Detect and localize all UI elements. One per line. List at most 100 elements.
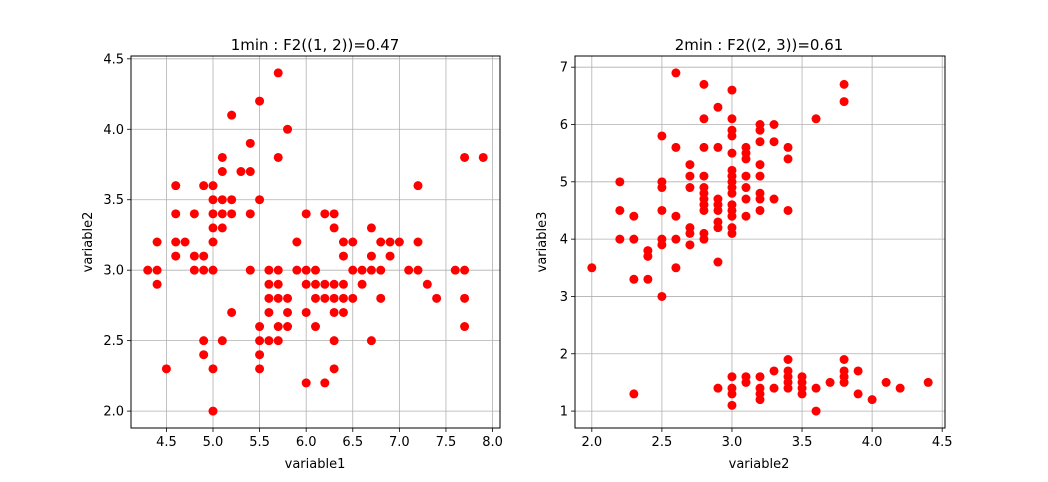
scatter-point (273, 279, 283, 289)
y-tick-label: 3.5 (103, 193, 124, 208)
scatter-point (460, 265, 470, 275)
scatter-point (615, 205, 625, 215)
y-tick-label: 4 (560, 233, 568, 248)
scatter-point (727, 188, 737, 198)
scatter-point (245, 167, 255, 177)
scatter-point (783, 383, 793, 393)
scatter-point (161, 364, 171, 374)
scatter-point (867, 395, 877, 405)
scatter-point (727, 131, 737, 141)
scatter-point (727, 400, 737, 410)
scatter-point (811, 114, 821, 124)
y-tick-label: 2.0 (103, 405, 124, 420)
scatter-point (283, 322, 293, 332)
scatter-point (685, 171, 695, 181)
scatter-point (685, 228, 695, 238)
scatter-point (273, 322, 283, 332)
scatter-point (713, 223, 723, 233)
scatter-point (273, 293, 283, 303)
scatter-point (699, 171, 709, 181)
scatter-point (208, 364, 218, 374)
chart-title: 1min : F2((1, 2))=0.47 (231, 36, 400, 54)
scatter-point (741, 211, 751, 221)
chart-title: 2min : F2((2, 3))=0.61 (675, 36, 844, 54)
scatter-point (366, 251, 376, 261)
axes-frame (574, 55, 946, 429)
scatter-point (727, 211, 737, 221)
scatter-point (811, 406, 821, 416)
scatter-point (143, 265, 153, 275)
scatter-point (741, 377, 751, 387)
x-tick-label: 6.5 (342, 435, 363, 450)
scatter-point (236, 167, 246, 177)
scatter-point (839, 79, 849, 89)
scatter-point (755, 160, 765, 170)
scatter-point (713, 257, 723, 267)
scatter-point (283, 293, 293, 303)
scatter-point (208, 406, 218, 416)
y-tick-label: 7 (560, 61, 568, 76)
scatter-chart-left: 1min : F2((1, 2))=0.47 4.5 5.0 5.5 6.0 6.5 7.… (81, 36, 503, 472)
scatter-point (699, 142, 709, 152)
x-tick-label: 7.0 (389, 435, 410, 450)
y-tick-label: 3 (560, 290, 568, 305)
scatter-point (171, 209, 181, 219)
scatter-point (199, 336, 209, 346)
scatter-point (825, 377, 835, 387)
scatter-point (727, 114, 737, 124)
scatter-point (713, 142, 723, 152)
scatter-point (376, 293, 386, 303)
scatter-point (292, 237, 302, 247)
scatter-point (338, 293, 348, 303)
scatter-point (273, 152, 283, 162)
scatter-point (413, 237, 423, 247)
scatter-point (273, 336, 283, 346)
scatter-point (245, 138, 255, 148)
scatter-chart-right: 2min : F2((2, 3))=0.61 2.0 2.5 3.0 3.5 4.0 4.… (535, 36, 953, 472)
x-tick-label: 3.5 (792, 435, 813, 450)
scatter-point (385, 237, 395, 247)
scatter-point (385, 251, 395, 261)
scatter-point (460, 322, 470, 332)
scatter-point (769, 137, 779, 147)
scatter-point (432, 293, 442, 303)
scatter-point (217, 195, 227, 205)
scatter-point (671, 142, 681, 152)
scatter-point (329, 307, 339, 317)
x-axis-label: variable1 (285, 457, 346, 472)
scatter-point (923, 377, 933, 387)
scatter-point (783, 205, 793, 215)
scatter-point (881, 377, 891, 387)
scatter-point (255, 364, 265, 374)
scatter-point (329, 364, 339, 374)
scatter-point (264, 293, 274, 303)
scatter-point (171, 181, 181, 191)
scatter-point (208, 209, 218, 219)
scatter-point (895, 383, 905, 393)
x-tick-label: 2.5 (652, 435, 673, 450)
scatter-point (478, 152, 488, 162)
scatter-point (657, 205, 667, 215)
scatter-point (264, 279, 274, 289)
scatter-point (227, 307, 237, 317)
scatter-point (301, 307, 311, 317)
scatter-point (755, 171, 765, 181)
scatter-point (685, 183, 695, 193)
scatter-point (208, 265, 218, 275)
scatter-point (273, 265, 283, 275)
scatter-point (376, 265, 386, 275)
x-tick-label: 5.5 (249, 435, 270, 450)
scatter-point (685, 240, 695, 250)
y-tick-label: 6 (560, 118, 568, 133)
y-axis-label: variable3 (535, 212, 550, 273)
scatter-point (292, 265, 302, 275)
scatter-point (783, 154, 793, 164)
scatter-point (217, 209, 227, 219)
y-tick-label: 2 (560, 347, 568, 362)
scatter-point (208, 237, 218, 247)
scatter-point (783, 355, 793, 365)
scatter-point (329, 279, 339, 289)
scatter-point (685, 160, 695, 170)
x-tick-label: 7.5 (436, 435, 457, 450)
scatter-point (713, 383, 723, 393)
